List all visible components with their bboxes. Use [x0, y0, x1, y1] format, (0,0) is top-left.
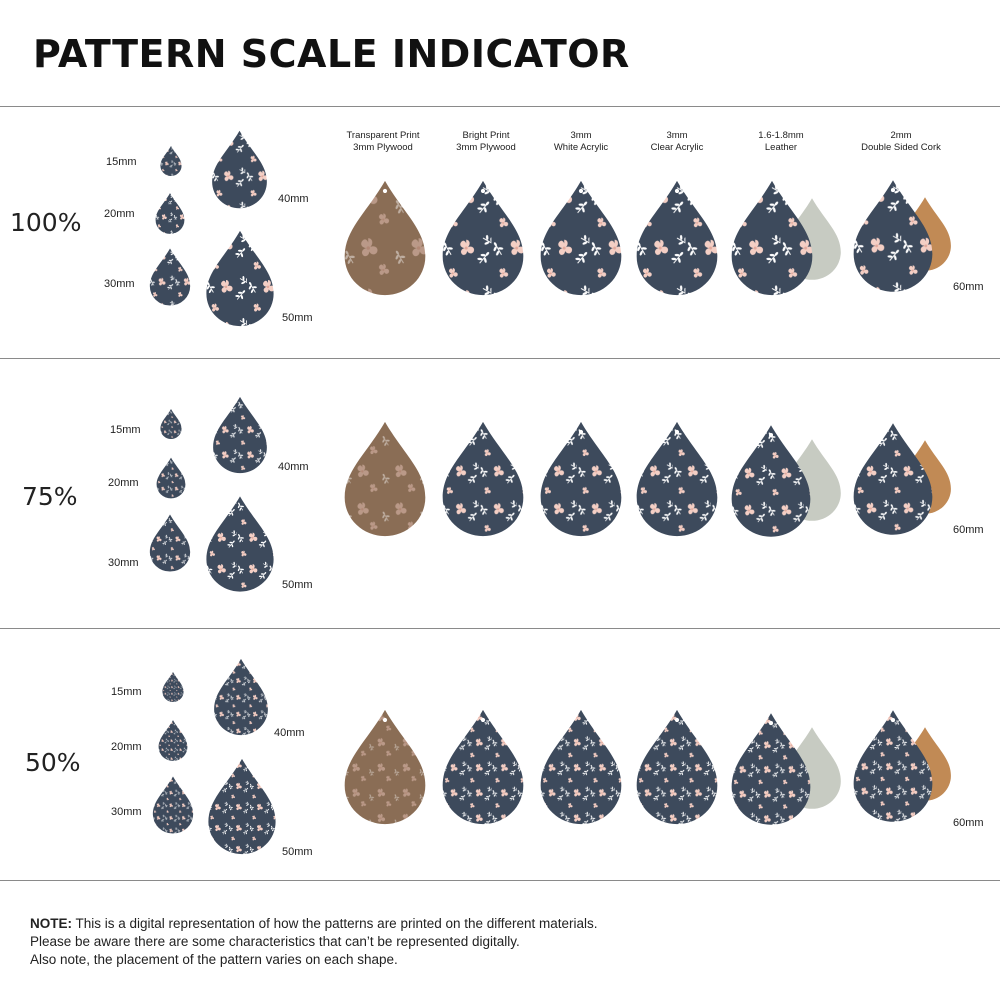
material-header: Transparent Print 3mm Plywood	[346, 130, 420, 153]
size-label: 60mm	[953, 281, 984, 293]
size-label: 60mm	[953, 817, 984, 829]
note-line: Please be aware there are some character…	[30, 934, 520, 949]
cork-teardrop	[853, 710, 933, 822]
teardrop-40mm	[213, 396, 267, 474]
teardrop-40mm	[212, 130, 267, 209]
plywood-bright-teardrop	[442, 180, 524, 296]
size-label: 30mm	[104, 278, 135, 290]
divider	[0, 880, 1000, 881]
size-label: 40mm	[278, 193, 309, 205]
plywood-bright-teardrop	[442, 709, 524, 825]
disclaimer-note: NOTE: This is a digital representation o…	[30, 915, 598, 969]
teardrop-50mm	[206, 230, 274, 327]
scale-label: 50%	[25, 748, 81, 777]
white-acrylic-teardrop	[540, 709, 622, 825]
size-label: 15mm	[111, 686, 142, 698]
teardrop-50mm	[208, 758, 276, 855]
note-line: This is a digital representation of how …	[75, 916, 598, 931]
leather-teardrop	[731, 180, 813, 296]
size-label: 20mm	[111, 741, 142, 753]
clear-acrylic-teardrop	[636, 180, 718, 296]
teardrop-20mm	[156, 457, 186, 499]
size-label: 15mm	[106, 156, 137, 168]
note-line: Also note, the placement of the pattern …	[30, 952, 398, 967]
scale-label: 75%	[22, 482, 78, 511]
teardrop-30mm	[149, 248, 191, 306]
teardrop-30mm	[152, 776, 194, 834]
size-label: 50mm	[282, 846, 313, 858]
material-header: 3mm Clear Acrylic	[650, 130, 704, 153]
teardrop-15mm	[160, 409, 182, 439]
size-label: 50mm	[282, 579, 313, 591]
white-acrylic-teardrop	[540, 180, 622, 296]
page-title: PATTERN SCALE INDICATOR	[33, 32, 630, 76]
size-label: 50mm	[282, 312, 313, 324]
size-label: 30mm	[111, 806, 142, 818]
material-header: Bright Print 3mm Plywood	[456, 130, 516, 153]
note-label: NOTE:	[30, 916, 72, 931]
white-acrylic-teardrop	[540, 421, 622, 537]
plywood-transparent-teardrop	[344, 180, 426, 296]
material-header: 3mm White Acrylic	[553, 130, 609, 153]
teardrop-15mm	[160, 146, 182, 176]
size-label: 40mm	[274, 727, 305, 739]
clear-acrylic-teardrop	[636, 709, 718, 825]
clear-acrylic-teardrop	[636, 421, 718, 537]
leather-teardrop	[731, 713, 811, 825]
divider	[0, 106, 1000, 107]
plywood-bright-teardrop	[442, 421, 524, 537]
size-label: 15mm	[110, 424, 141, 436]
teardrop-20mm	[158, 720, 188, 761]
divider	[0, 628, 1000, 629]
plywood-transparent-teardrop	[344, 421, 426, 537]
size-label: 20mm	[108, 477, 139, 489]
teardrop-30mm	[149, 514, 191, 572]
size-label: 20mm	[104, 208, 135, 220]
teardrop-20mm	[155, 193, 185, 234]
size-label: 60mm	[953, 524, 984, 536]
teardrop-15mm	[162, 672, 184, 702]
plywood-transparent-teardrop	[344, 709, 426, 825]
material-header: 1.6-1.8mm Leather	[758, 130, 804, 153]
cork-teardrop	[853, 180, 933, 292]
leather-teardrop	[731, 425, 811, 537]
teardrop-50mm	[206, 496, 274, 592]
scale-label: 100%	[10, 208, 82, 237]
divider	[0, 358, 1000, 359]
cork-teardrop	[853, 423, 933, 535]
size-label: 40mm	[278, 461, 309, 473]
size-label: 30mm	[108, 557, 139, 569]
material-header: 2mm Double Sided Cork	[861, 130, 941, 153]
teardrop-40mm	[214, 658, 268, 736]
